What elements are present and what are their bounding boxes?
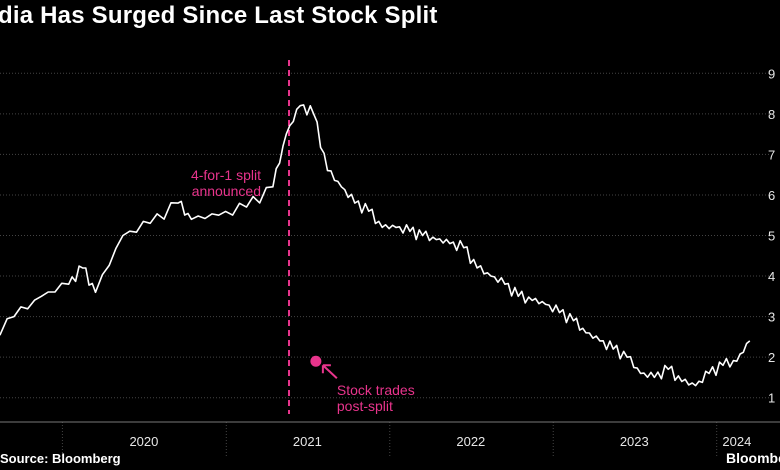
- x-tick-label: 2024: [722, 434, 751, 449]
- x-tick-label: 2021: [293, 434, 322, 449]
- y-tick-label: 7: [768, 147, 775, 162]
- y-axis-labels: 1 2 3 4 5 6 7 8 9: [768, 66, 775, 405]
- split-announced-label: 4-for-1 split: [191, 167, 261, 183]
- x-tick-marks: [61, 422, 718, 458]
- split-arrow-icon: [321, 364, 338, 379]
- y-tick-label: 3: [768, 310, 775, 325]
- x-axis-labels: 2020 2021 2022 2023 2024: [129, 434, 751, 449]
- bloomberg-logo: Bloomberg: [726, 450, 780, 466]
- grid-lines: [0, 72, 770, 399]
- split-marker-dot: [310, 355, 322, 367]
- post-split-label: post-split: [337, 398, 393, 414]
- y-tick-label: 2: [768, 350, 775, 365]
- x-tick-label: 2020: [129, 434, 158, 449]
- y-tick-label: 8: [768, 107, 775, 122]
- post-split-label: Stock trades: [337, 382, 415, 398]
- x-tick-label: 2023: [620, 434, 649, 449]
- source-note: Source: Bloomberg: [0, 451, 121, 466]
- price-series-line: [0, 104, 751, 387]
- split-announced-label: announced: [192, 183, 261, 199]
- chart-title: dia Has Surged Since Last Stock Split: [0, 2, 438, 29]
- y-tick-label: 4: [768, 269, 775, 284]
- y-tick-label: 1: [768, 391, 775, 406]
- x-tick-label: 2022: [456, 434, 485, 449]
- y-tick-label: 9: [768, 66, 775, 81]
- y-tick-label: 5: [768, 229, 775, 244]
- y-tick-label: 6: [768, 188, 775, 203]
